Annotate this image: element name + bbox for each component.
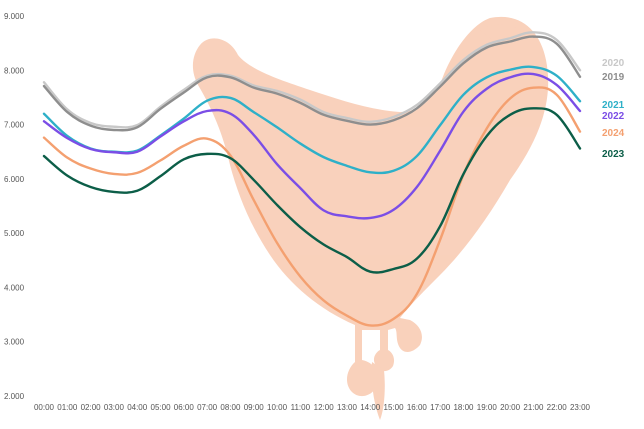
x-tick-label: 06:00 [174,403,195,412]
x-tick-label: 08:00 [220,403,241,412]
x-tick-label: 19:00 [477,403,498,412]
y-tick-label: 9.000 [4,12,25,21]
x-tick-label: 20:00 [500,403,521,412]
x-tick-label: 17:00 [430,403,451,412]
x-tick-label: 23:00 [570,403,591,412]
x-tick-label: 13:00 [337,403,358,412]
x-tick-label: 12:00 [314,403,335,412]
series-line-2023 [42,107,582,274]
series-label-2024: 2024 [602,128,625,139]
x-tick-label: 14:00 [360,403,381,412]
x-tick-label: 07:00 [197,403,218,412]
x-tick-label: 01:00 [57,403,78,412]
y-tick-label: 3.000 [4,338,25,347]
x-tick-label: 10:00 [267,403,288,412]
y-tick-label: 2.000 [4,392,25,401]
x-tick-label: 11:00 [291,403,311,412]
series-label-2022: 2022 [602,111,625,122]
series-label-2019: 2019 [602,72,625,83]
y-axis: 2.000 3.000 4.000 5.000 6.000 7.000 8.000 9.000 [4,12,25,401]
x-tick-label: 00:00 [34,403,55,412]
series-line-2022 [42,72,582,220]
series-lines [42,31,582,327]
x-tick-label: 02:00 [81,403,102,412]
x-axis: 00:00 01:00 02:00 03:00 04:00 05:00 06:00 07:00… [34,403,591,412]
y-tick-label: 5.000 [4,229,25,238]
x-tick-label: 05:00 [151,403,172,412]
x-tick-label: 16:00 [407,403,428,412]
mascot-illustration [192,16,549,420]
x-tick-label: 04:00 [127,403,148,412]
y-tick-label: 4.000 [4,283,25,292]
x-tick-label: 21:00 [523,403,544,412]
x-tick-label: 03:00 [104,403,125,412]
x-tick-label: 09:00 [244,403,265,412]
x-tick-label: 22:00 [547,403,568,412]
y-tick-label: 8.000 [4,66,25,75]
series-line-2019 [42,35,582,132]
series-label-2023: 2023 [602,149,625,160]
series-line-2020 [42,31,582,129]
series-line-2024 [42,86,582,327]
x-tick-label: 15:00 [384,403,405,412]
x-tick-label: 18:00 [453,403,474,412]
series-label-2020: 2020 [602,58,625,69]
y-tick-label: 7.000 [4,121,25,130]
series-label-2021: 2021 [602,100,625,111]
y-tick-label: 6.000 [4,175,25,184]
